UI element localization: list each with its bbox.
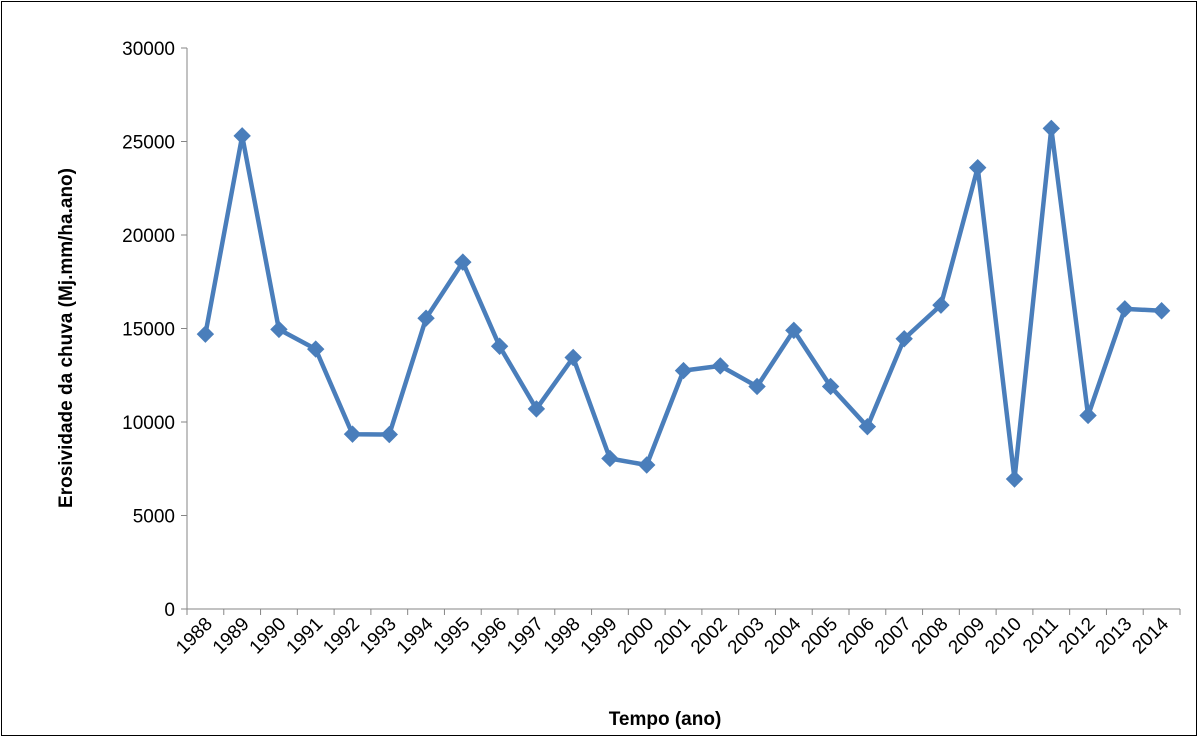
x-tick-label: 2006 [834,614,879,659]
x-axis-title: Tempo (ano) [609,709,722,730]
x-tick-label: 1997 [503,614,548,659]
x-tick-label: 1999 [577,614,622,659]
series-line [203,126,1162,482]
y-axis-title-group: Erosividade da chuva (Mj.mm/ha.ano) [56,168,77,508]
data-point-marker [821,377,840,396]
data-point-marker [711,357,729,375]
data-point-marker [343,425,362,443]
x-tick-label: 2010 [981,614,1026,659]
data-point-marker [748,377,766,396]
y-tick-label: 30000 [122,39,175,60]
data-point-marker [454,253,472,271]
data-point-marker [307,340,325,358]
data-point-marker [858,417,877,436]
x-tick-label: 2011 [1019,614,1063,658]
x-tick-label: 1998 [540,614,585,659]
data-point-marker [969,158,987,177]
data-point-marker [601,449,619,468]
data-point-marker [417,309,435,327]
y-axis-title: Erosividade da chuva (Mj.mm/ha.ano) [56,168,77,508]
x-tick-label: 1993 [356,614,401,659]
y-tick-label: 25000 [122,133,175,154]
x-tick-label: 2002 [687,614,732,659]
x-tick-label: 1991 [283,614,328,659]
x-tick-label: 2007 [871,614,916,659]
data-point-marker [1005,470,1024,488]
data-point-marker [932,296,950,314]
x-tick-label: 2009 [945,614,990,659]
x-tick-label: 2008 [908,614,953,659]
x-tick-label: 2005 [797,614,842,659]
data-point-marker [1152,302,1171,320]
data-point-marker [380,425,398,444]
x-tick-label: 1992 [319,614,364,659]
data-point-marker [895,330,913,348]
y-tick-label: 0 [164,600,175,621]
data-point-marker [564,348,582,367]
y-tick-label: 10000 [122,413,175,434]
x-tick-label: 1988 [172,614,217,659]
data-point-marker [638,456,656,474]
x-tick-label: 1996 [466,614,511,659]
data-point-marker [674,361,693,380]
y-tick-label: 15000 [122,320,175,341]
data-point-marker [270,320,288,339]
data-point-marker [233,127,251,145]
data-point-marker [527,400,546,418]
data-point-marker [785,321,803,340]
y-tick-label: 20000 [122,226,175,247]
x-tick-label: 1990 [246,614,291,659]
x-tick-label: 2012 [1055,614,1100,659]
x-tick-label: 2004 [761,613,806,658]
data-point-marker [1042,119,1060,138]
x-tick-label: 1995 [430,614,475,659]
plot-area: 0500010000150002000025000300001988198919… [122,39,1181,659]
y-tick-label: 5000 [133,507,175,528]
x-tick-label: 1989 [209,614,254,659]
x-tick-label: 2000 [614,614,659,659]
x-tick-label: 1994 [393,613,438,658]
x-tick-label: 2014 [1128,613,1173,658]
data-point-marker [1116,300,1134,318]
x-tick-label: 2003 [724,614,769,659]
data-point-marker [196,325,215,343]
data-point-marker [1079,406,1097,425]
x-tick-label: 2001 [650,614,695,659]
data-point-marker [490,337,509,355]
x-tick-label: 2013 [1092,614,1137,659]
